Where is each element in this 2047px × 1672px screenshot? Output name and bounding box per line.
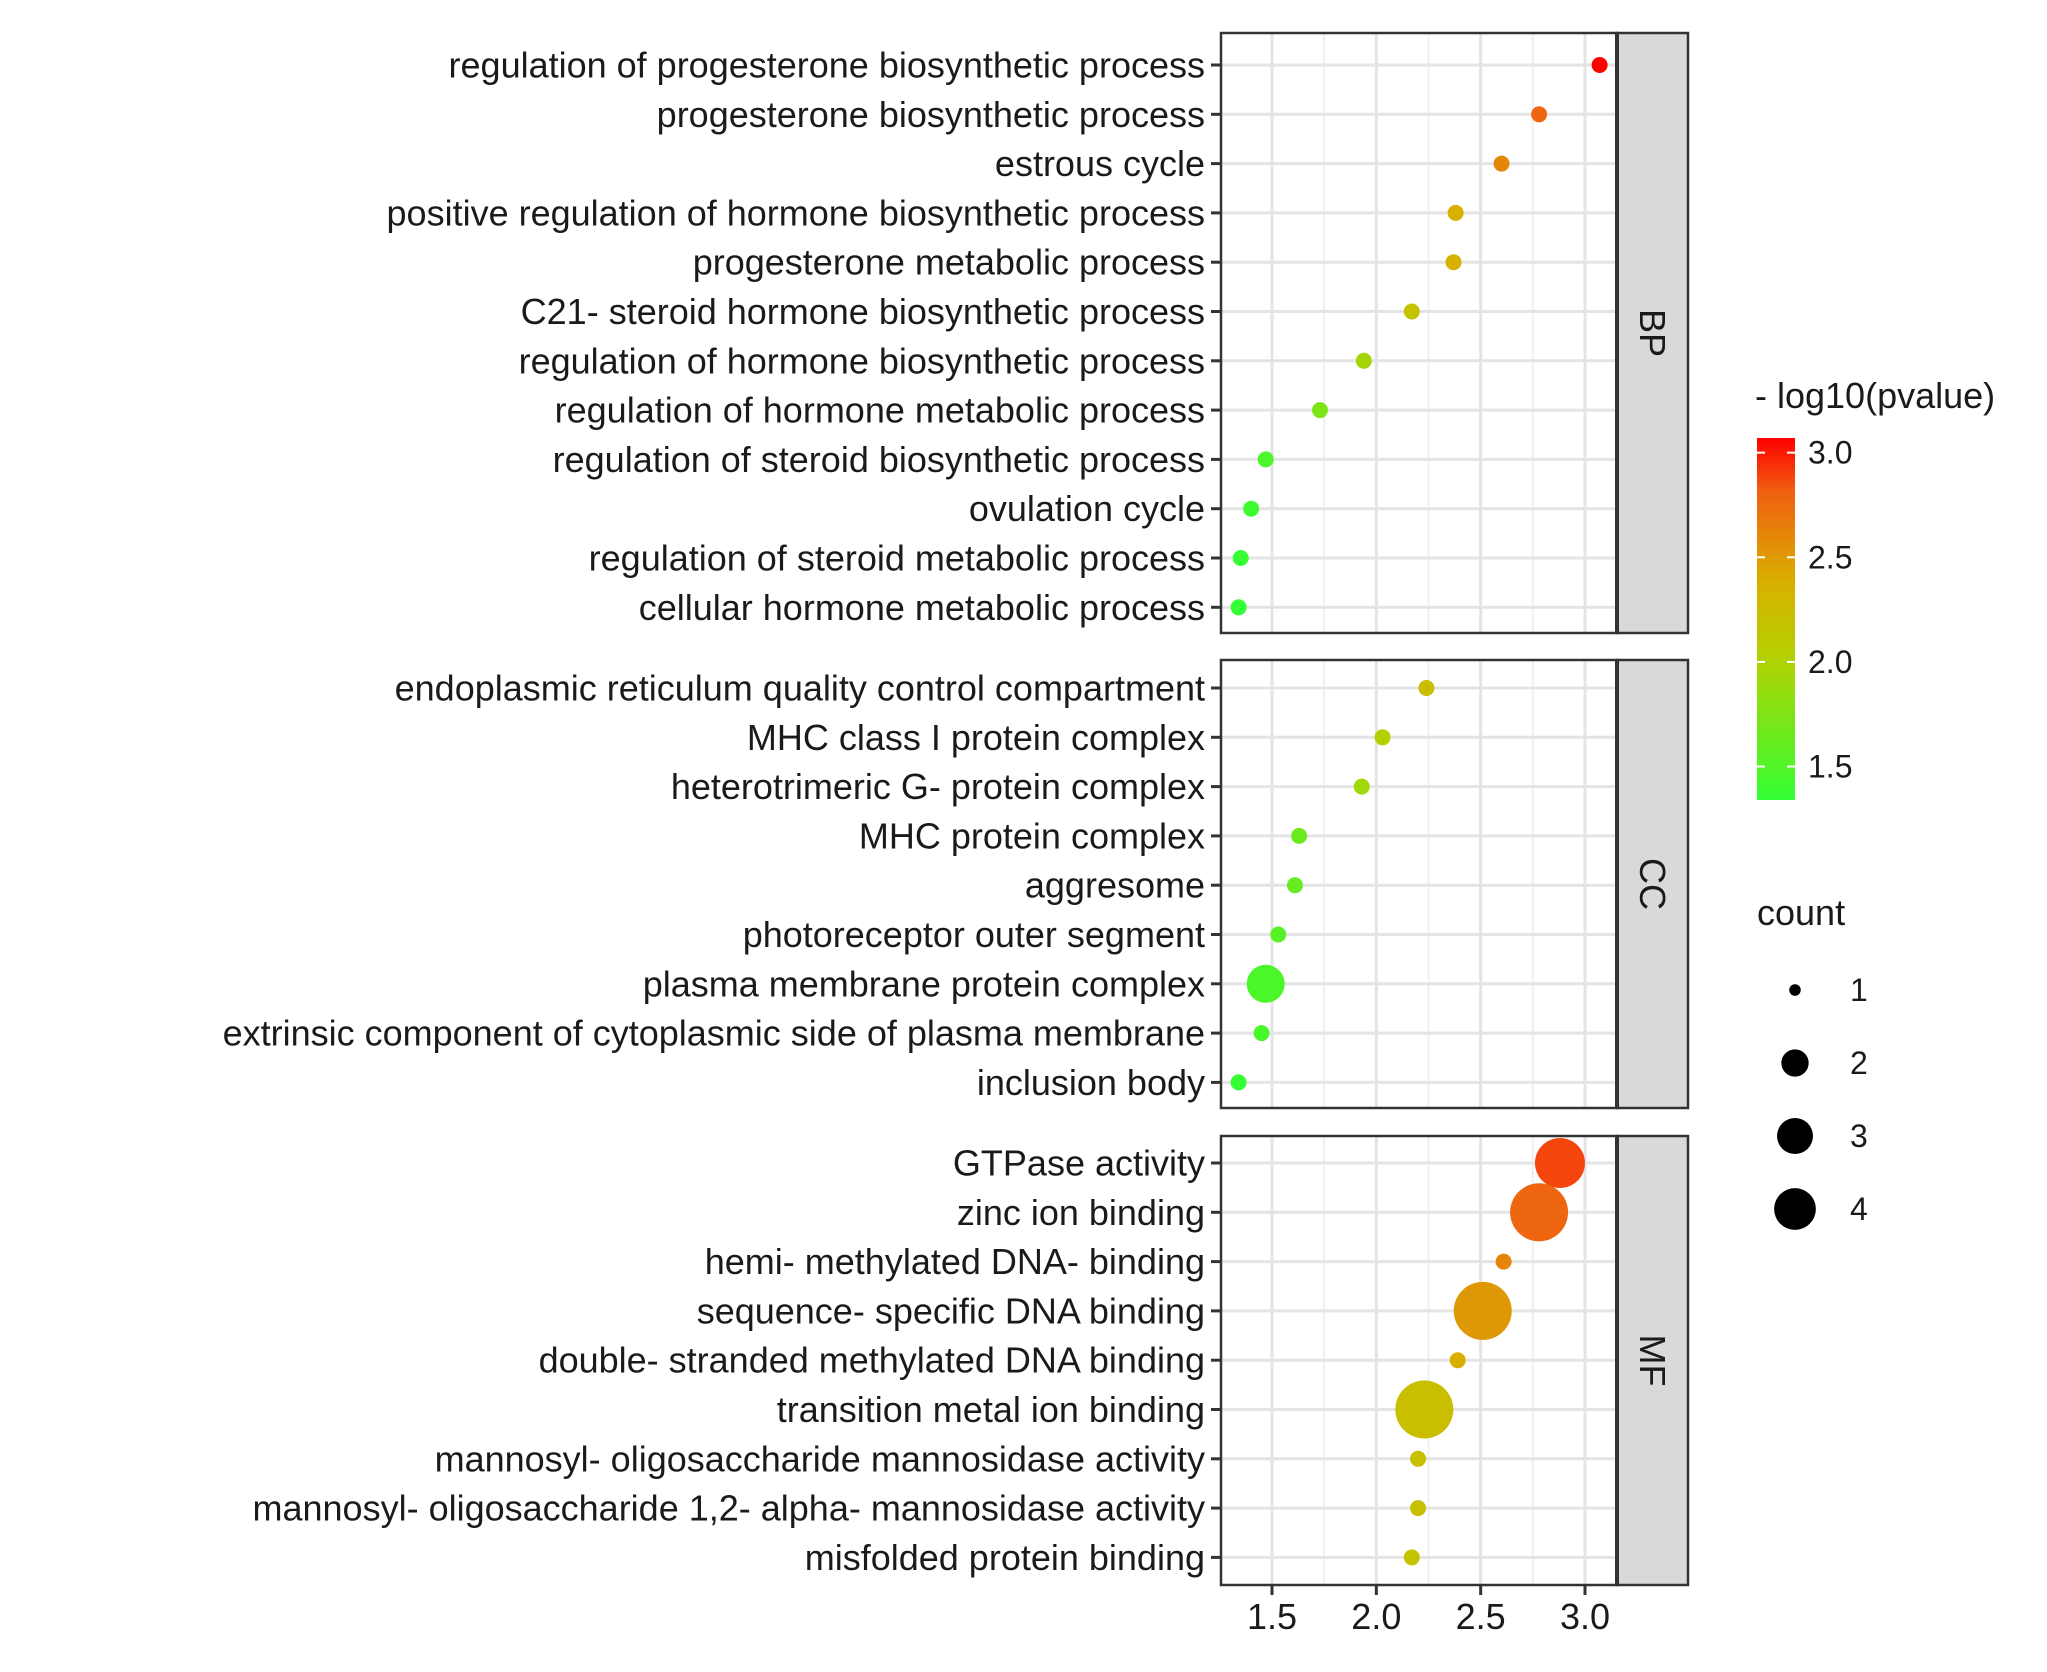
size-key (1781, 1049, 1809, 1077)
data-point (1230, 1074, 1247, 1091)
data-point (1495, 1253, 1512, 1270)
data-point (1410, 1450, 1427, 1467)
panel-background (1221, 33, 1617, 633)
data-point (1534, 1138, 1585, 1188)
term-label: regulation of hormone metabolic process (555, 390, 1205, 431)
term-label: ovulation cycle (969, 488, 1205, 529)
facet-panels: BP regulation of progesterone biosyntheti… (223, 31, 1690, 1587)
color-legend-title: - log10(pvalue) (1755, 375, 1995, 416)
data-point (1445, 254, 1462, 271)
term-label: aggresome (1025, 865, 1205, 906)
term-label: MHC protein complex (859, 815, 1205, 856)
term-label: plasma membrane protein complex (643, 963, 1205, 1004)
data-point (1591, 57, 1608, 73)
term-label: mannosyl- oligosaccharide mannosidase ac… (435, 1438, 1205, 1479)
term-label: inclusion body (977, 1062, 1205, 1103)
term-label: mannosyl- oligosaccharide 1,2- alpha- ma… (253, 1488, 1206, 1529)
x-tick-label: 2.0 (1351, 1596, 1401, 1637)
data-point (1418, 680, 1435, 696)
size-key-label: 1 (1850, 972, 1868, 1008)
term-label: double- stranded methylated DNA binding (539, 1340, 1205, 1381)
data-point (1243, 500, 1260, 517)
term-label: sequence- specific DNA binding (697, 1290, 1205, 1331)
data-point (1355, 352, 1372, 369)
data-point (1403, 1549, 1420, 1566)
x-tick-label: 3.0 (1560, 1596, 1610, 1637)
term-label: regulation of progesterone biosynthetic … (449, 45, 1205, 86)
data-point (1410, 1500, 1427, 1517)
size-key-label: 4 (1850, 1191, 1868, 1227)
legend: - log10(pvalue) 3.0 2.5 2.0 1.5 count 1 2 3 4 (1755, 375, 1995, 1230)
colorbar-tick-label: 2.5 (1808, 539, 1852, 575)
facet-bp: BP regulation of progesterone biosyntheti… (387, 31, 1690, 635)
facet-strip (1615, 658, 1690, 1110)
size-key (1777, 1118, 1813, 1154)
term-label: progesterone biosynthetic process (657, 94, 1205, 135)
term-label: progesterone metabolic process (693, 242, 1205, 283)
size-key-label: 3 (1850, 1118, 1868, 1154)
size-legend-title: count (1757, 892, 1845, 933)
term-label: extrinsic component of cytoplasmic side … (223, 1013, 1205, 1054)
facet-cc: CC endoplasmic reticulum quality control … (223, 658, 1690, 1110)
data-point (1403, 303, 1420, 320)
term-label: regulation of hormone biosynthetic proce… (519, 340, 1205, 381)
data-point (1447, 204, 1464, 221)
size-key-label: 2 (1850, 1045, 1868, 1081)
term-label: positive regulation of hormone biosynthe… (387, 192, 1205, 233)
facet-strip (1615, 1134, 1690, 1587)
x-axis: 1.5 2.0 2.5 3.0 (1247, 1585, 1610, 1637)
facet-mf: MF GTPase activity zinc ion binding hemi- m… (253, 1134, 1690, 1587)
term-label: GTPase activity (953, 1143, 1205, 1184)
term-label: regulation of steroid biosynthetic proce… (553, 439, 1205, 480)
data-point (1353, 778, 1370, 795)
size-key (1774, 1188, 1816, 1230)
facet-strip-label: BP (1632, 309, 1673, 357)
colorbar (1757, 438, 1795, 800)
term-label: hemi- methylated DNA- binding (705, 1241, 1205, 1282)
colorbar-tick-label: 3.0 (1808, 435, 1852, 471)
term-label: misfolded protein binding (805, 1537, 1205, 1578)
term-label: zinc ion binding (957, 1192, 1205, 1233)
data-point (1311, 402, 1328, 419)
term-label: endoplasmic reticulum quality control co… (395, 668, 1205, 709)
term-label: heterotrimeric G- protein complex (671, 766, 1205, 807)
term-label: estrous cycle (995, 143, 1205, 184)
data-point (1453, 1281, 1512, 1340)
data-point (1493, 155, 1510, 172)
data-point (1531, 106, 1548, 123)
data-point (1510, 1183, 1569, 1242)
term-label: transition metal ion binding (777, 1389, 1205, 1430)
x-tick-label: 2.5 (1456, 1596, 1506, 1637)
term-label: photoreceptor outer segment (743, 914, 1205, 955)
data-point (1257, 451, 1274, 468)
facet-strip-label: CC (1632, 858, 1673, 910)
data-point (1395, 1380, 1454, 1439)
data-point (1232, 550, 1249, 566)
data-point (1374, 729, 1391, 746)
colorbar-ticks: 3.0 2.5 2.0 1.5 (1757, 435, 1852, 785)
data-point (1286, 877, 1303, 894)
x-tick-label: 1.5 (1247, 1596, 1297, 1637)
size-key (1789, 984, 1801, 996)
size-legend-keys: 1 2 3 4 (1774, 972, 1868, 1230)
data-point (1449, 1352, 1466, 1369)
term-label: C21- steroid hormone biosynthetic proces… (521, 291, 1205, 332)
facet-strip-label: MF (1632, 1335, 1673, 1387)
facet-strip (1615, 31, 1690, 635)
data-point (1246, 964, 1285, 1003)
colorbar-tick-label: 2.0 (1808, 644, 1852, 680)
data-point (1270, 926, 1287, 943)
colorbar-tick-label: 1.5 (1808, 749, 1852, 785)
data-point (1291, 827, 1308, 844)
term-label: regulation of steroid metabolic process (589, 538, 1205, 579)
term-label: cellular hormone metabolic process (639, 587, 1205, 628)
data-point (1230, 599, 1247, 616)
term-label: MHC class I protein complex (747, 717, 1205, 758)
data-point (1253, 1025, 1270, 1042)
